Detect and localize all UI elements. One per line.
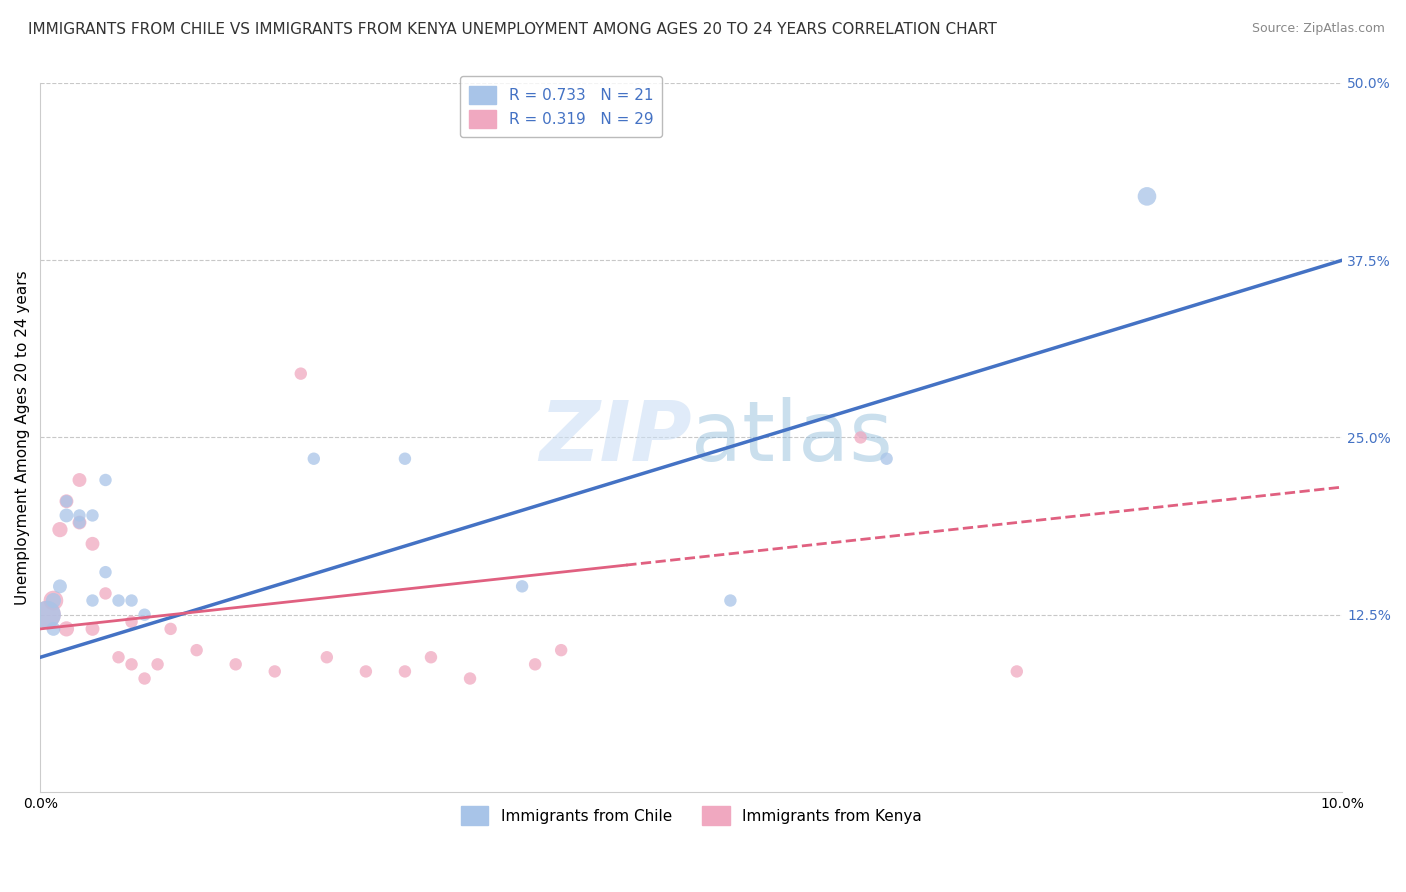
Point [1136,189,1159,203]
Point [121,593,143,607]
Y-axis label: Unemployment Among Ages 20 to 24 years: Unemployment Among Ages 20 to 24 years [15,270,30,605]
Text: IMMIGRANTS FROM CHILE VS IMMIGRANTS FROM KENYA UNEMPLOYMENT AMONG AGES 20 TO 24 : IMMIGRANTS FROM CHILE VS IMMIGRANTS FROM… [28,22,997,37]
Point [82,622,104,636]
Point [1005,665,1028,679]
Point [876,451,898,466]
Point [42,593,65,607]
Point [69,516,91,530]
Point [121,615,143,629]
Point [107,650,129,665]
Point [42,593,65,607]
Text: Source: ZipAtlas.com: Source: ZipAtlas.com [1251,22,1385,36]
Point [354,665,377,679]
Point [225,657,247,672]
Point [524,657,547,672]
Point [55,494,77,508]
Point [82,508,104,523]
Point [159,622,181,636]
Point [49,523,72,537]
Point [315,650,337,665]
Point [263,665,285,679]
Point [82,593,104,607]
Point [94,473,117,487]
Point [186,643,208,657]
Point [134,607,156,622]
Point [94,565,117,579]
Point [35,607,58,622]
Point [69,508,91,523]
Point [55,494,77,508]
Legend: Immigrants from Chile, Immigrants from Kenya: Immigrants from Chile, Immigrants from K… [451,797,931,834]
Point [82,537,104,551]
Point [49,579,72,593]
Point [394,665,416,679]
Point [394,451,416,466]
Point [550,643,572,657]
Point [718,593,741,607]
Point [420,650,443,665]
Point [134,672,156,686]
Point [146,657,169,672]
Point [458,672,481,686]
Point [290,367,312,381]
Text: ZIP: ZIP [538,397,692,478]
Point [94,586,117,600]
Point [107,593,129,607]
Point [849,430,872,444]
Point [42,622,65,636]
Point [69,516,91,530]
Point [302,451,325,466]
Point [121,657,143,672]
Text: atlas: atlas [692,397,893,478]
Point [510,579,533,593]
Point [35,607,58,622]
Point [55,508,77,523]
Point [55,622,77,636]
Point [69,473,91,487]
